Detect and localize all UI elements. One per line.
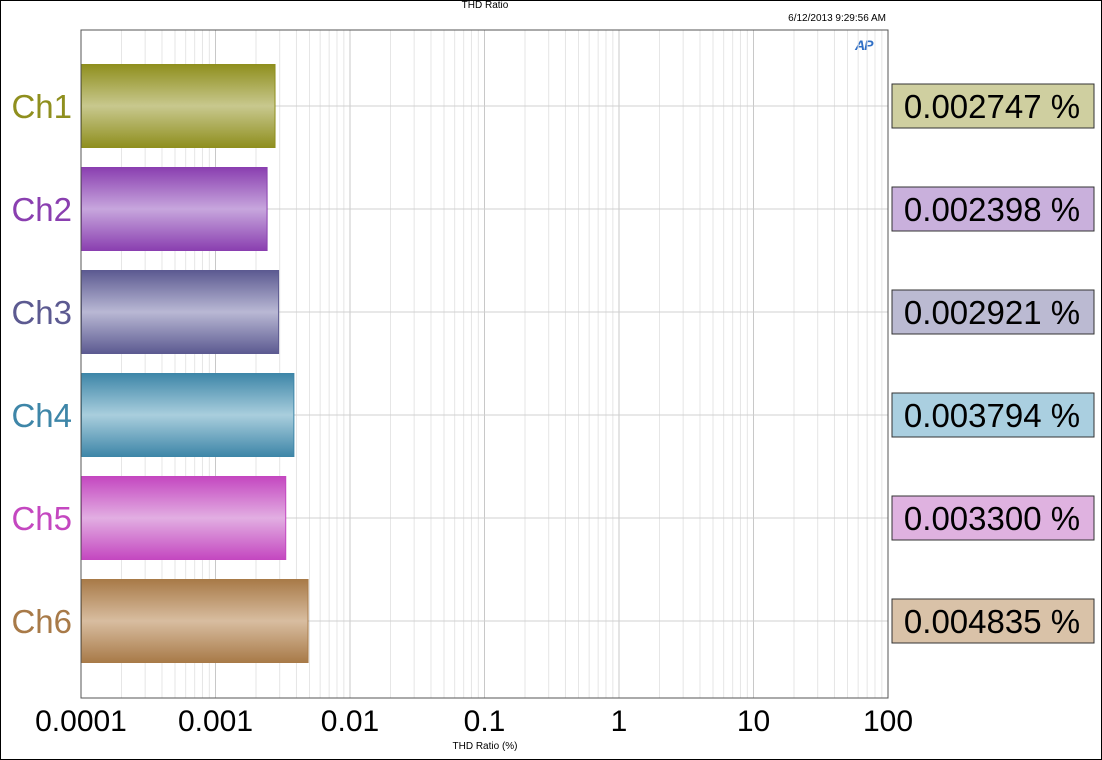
x-tick-label: 0.1 <box>464 705 506 738</box>
x-tick-label: 1 <box>611 705 628 738</box>
value-box <box>891 392 1095 438</box>
x-axis-label: THD Ratio (%) <box>452 741 518 752</box>
bar-ch1 <box>81 64 276 148</box>
value-label-ch2: 0.002398 % <box>904 191 1080 228</box>
category-label-ch4: Ch4 <box>11 397 72 434</box>
x-tick-label: 0.001 <box>178 705 253 738</box>
chart-title: THD Ratio <box>461 0 509 11</box>
x-tick-label: 10 <box>737 705 770 738</box>
plot-area-border <box>80 29 889 699</box>
value-label-ch5: 0.003300 % <box>904 500 1080 537</box>
value-label-ch6: 0.004835 % <box>904 603 1080 640</box>
ap-logo: AP <box>855 37 873 53</box>
value-label-ch1: 0.002747 % <box>904 88 1080 125</box>
bar-ch5 <box>81 476 287 560</box>
value-box <box>891 598 1095 644</box>
value-box <box>891 83 1095 129</box>
bar-ch2 <box>81 167 268 251</box>
bar-ch6 <box>81 579 309 663</box>
bar-ch3 <box>81 270 280 354</box>
value-box <box>891 186 1095 232</box>
category-label-ch2: Ch2 <box>11 191 72 228</box>
value-label-ch3: 0.002921 % <box>904 294 1080 331</box>
x-tick-label: 0.0001 <box>35 705 127 738</box>
bar-ch4 <box>81 373 295 457</box>
value-box <box>891 495 1095 541</box>
category-label-ch1: Ch1 <box>11 88 72 125</box>
x-tick-label: 0.01 <box>321 705 379 738</box>
x-tick-label: 100 <box>863 705 913 738</box>
category-label-ch6: Ch6 <box>11 603 72 640</box>
value-box <box>891 289 1095 335</box>
category-label-ch5: Ch5 <box>11 500 72 537</box>
timestamp: 6/12/2013 9:29:56 AM <box>788 13 886 24</box>
value-label-ch4: 0.003794 % <box>904 397 1080 434</box>
category-label-ch3: Ch3 <box>11 294 72 331</box>
